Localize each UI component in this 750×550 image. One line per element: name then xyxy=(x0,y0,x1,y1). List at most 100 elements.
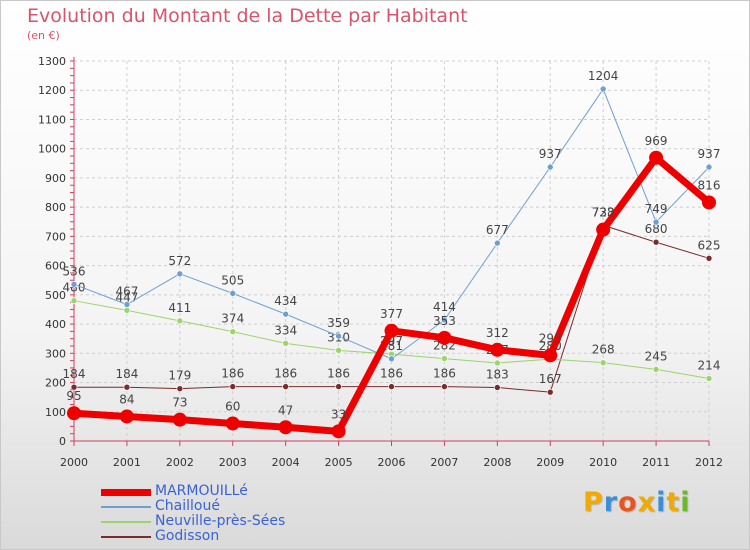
x-tick-label: 2005 xyxy=(325,456,353,469)
data-point xyxy=(546,163,554,171)
data-point xyxy=(441,316,448,324)
series-line xyxy=(70,154,713,435)
data-point xyxy=(388,355,395,363)
data-label: 186 xyxy=(221,367,244,381)
data-label: 84 xyxy=(119,392,134,406)
data-label: 1204 xyxy=(588,69,619,83)
data-point xyxy=(123,301,131,308)
y-tick-label: 1100 xyxy=(38,113,66,126)
data-point xyxy=(229,383,237,390)
data-label: 937 xyxy=(698,147,721,161)
data-label: 625 xyxy=(698,238,721,252)
data-point xyxy=(441,383,448,390)
data-label: 179 xyxy=(168,369,191,383)
logo-letter: P xyxy=(583,487,604,518)
y-tick-label: 0 xyxy=(59,435,66,448)
logo-letter: t xyxy=(666,487,681,518)
x-tick-label: 2001 xyxy=(113,456,141,469)
data-label: 749 xyxy=(645,202,668,216)
data-label: 572 xyxy=(168,254,191,268)
data-label: 60 xyxy=(225,399,240,413)
x-tick-label: 2003 xyxy=(219,456,247,469)
y-tick-label: 700 xyxy=(45,230,66,243)
data-label: 969 xyxy=(645,134,668,148)
logo-letter: o xyxy=(618,487,638,518)
data-label: 245 xyxy=(645,349,668,363)
data-label: 186 xyxy=(380,367,403,381)
data-point xyxy=(652,238,660,246)
data-point xyxy=(70,383,78,391)
data-point xyxy=(282,340,289,347)
data-point xyxy=(437,330,452,345)
data-point xyxy=(70,281,78,288)
data-point xyxy=(494,359,501,367)
data-point xyxy=(705,163,713,171)
data-point xyxy=(388,383,395,390)
data-label: 480 xyxy=(63,281,86,295)
data-point xyxy=(176,270,184,278)
data-point xyxy=(123,307,131,314)
y-tick-label: 300 xyxy=(45,347,66,360)
data-point xyxy=(546,388,554,396)
data-point xyxy=(123,383,131,391)
chart-title: Evolution du Montant de la Dette par Hab… xyxy=(27,5,468,27)
data-point xyxy=(335,383,342,390)
y-tick-label: 400 xyxy=(45,318,66,331)
data-point xyxy=(705,255,713,262)
data-label: 214 xyxy=(698,358,721,372)
data-point xyxy=(70,297,78,304)
data-point xyxy=(282,310,289,318)
series-godisson: 184 184 179 186 186 186 186 186 183 167 738 680 625 xyxy=(63,205,721,396)
data-point xyxy=(176,317,184,325)
data-label: 353 xyxy=(433,314,456,328)
legend-label: Neuville-près-Sées xyxy=(155,513,286,529)
data-point xyxy=(225,416,240,431)
x-tick-label: 2004 xyxy=(272,456,300,469)
y-tick-label: 1000 xyxy=(38,143,66,156)
data-point xyxy=(596,222,611,237)
data-label: 723 xyxy=(592,206,615,220)
data-label: 377 xyxy=(380,307,403,321)
data-point xyxy=(384,323,399,338)
series-marmouill-: 95 84 73 60 47 33 377 353 312 293 723 969 816 xyxy=(66,134,720,439)
data-label: 680 xyxy=(645,222,668,236)
data-label: 95 xyxy=(66,389,81,403)
data-label: 186 xyxy=(327,367,350,381)
data-point xyxy=(494,384,501,391)
data-label: 359 xyxy=(327,316,350,330)
data-label: 33 xyxy=(331,407,346,421)
logo-letter: r xyxy=(603,487,619,518)
data-point xyxy=(441,355,448,362)
data-label: 293 xyxy=(539,331,562,345)
data-label: 937 xyxy=(539,147,562,161)
data-label: 536 xyxy=(63,264,86,278)
data-label: 738 xyxy=(592,205,615,219)
y-tick-label: 1200 xyxy=(38,84,66,97)
data-point xyxy=(599,359,607,366)
data-label: 47 xyxy=(278,403,293,417)
data-point xyxy=(278,420,293,435)
data-label: 184 xyxy=(115,367,138,381)
data-point xyxy=(652,218,660,226)
data-label: 73 xyxy=(172,396,187,410)
legend-swatch xyxy=(101,521,151,523)
data-label: 414 xyxy=(433,300,456,314)
chart-subtitle: (en €) xyxy=(27,29,60,42)
data-label: 374 xyxy=(221,312,244,326)
data-point xyxy=(702,195,716,210)
y-tick-label: 600 xyxy=(45,260,66,273)
x-tick-label: 2000 xyxy=(60,456,88,469)
legend-label: Godisson xyxy=(155,528,220,544)
logo-letter: i xyxy=(680,487,691,518)
data-label: 184 xyxy=(63,367,86,381)
data-point xyxy=(335,347,342,354)
y-tick-label: 900 xyxy=(45,172,66,185)
logo-letter: x xyxy=(637,487,657,518)
x-tick-label: 2002 xyxy=(166,456,194,469)
data-label: 186 xyxy=(433,367,456,381)
x-tick-label: 2011 xyxy=(642,456,670,469)
x-tick-label: 2012 xyxy=(695,456,723,469)
data-point xyxy=(67,406,81,421)
